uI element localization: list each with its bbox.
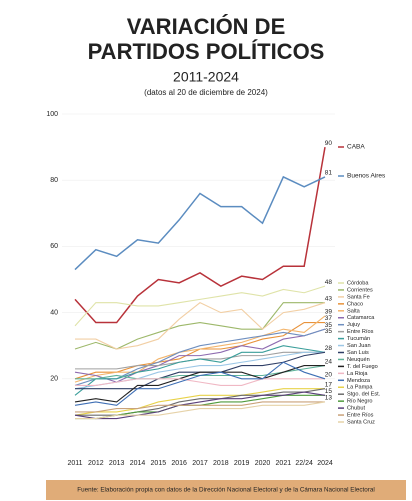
source: Fuente: Elaboración propia con datos de … [77, 487, 375, 494]
line [74, 285, 326, 327]
x-tick-label: 2017 [192, 460, 208, 467]
legend-label: Córdoba [347, 280, 369, 286]
legend-label: CABA [347, 144, 365, 151]
legend-label: T. del Fuego [347, 364, 378, 370]
legend-label: Chaco [347, 301, 363, 307]
line [74, 146, 326, 324]
legend-label: La Rioja [347, 371, 368, 377]
legend-label: Buenos Aires [347, 173, 386, 180]
y-tick-label: 80 [50, 177, 58, 184]
end-label: 39 [325, 309, 333, 316]
legend-label: Santa Cruz [347, 419, 375, 425]
line [74, 365, 325, 403]
legend-label: Stgo. del Est. [347, 392, 381, 398]
line [74, 361, 326, 406]
legend-label: Chubut [347, 406, 365, 412]
x-tick-label: 2019 [234, 460, 250, 467]
legend-label: Santa Fe [347, 294, 370, 300]
x-tick-label: 2021 [276, 460, 292, 467]
legend-label: Corrientes [347, 287, 373, 293]
line [75, 378, 325, 386]
chart-note: (datos al 20 de diciembre de 2024) [144, 88, 268, 97]
x-tick-label: 2015 [151, 460, 167, 467]
source-bar [46, 480, 406, 500]
y-tick-label: 40 [50, 309, 58, 316]
line [74, 388, 325, 416]
end-label: 24 [325, 358, 333, 365]
legend-label: Salta [347, 308, 361, 314]
x-tick-label: 2016 [171, 460, 187, 467]
legend-label: Jujuy [347, 322, 360, 328]
y-tick-label: 20 [50, 376, 58, 383]
x-tick-label: 2012 [88, 460, 104, 467]
end-label: 20 [325, 372, 333, 379]
end-label: 13 [325, 395, 333, 402]
legend-label: Río Negro [347, 399, 373, 405]
chart-title: VARIACIÓN DE [127, 14, 286, 39]
x-tick-label: 2024 [317, 460, 333, 467]
legend-label: Entre Ríos [347, 413, 374, 419]
y-tick-label: 60 [50, 243, 58, 250]
x-tick-label: 2013 [109, 460, 125, 467]
line [74, 175, 326, 271]
end-label: 43 [325, 295, 333, 302]
x-tick-label: 22/24 [295, 460, 313, 467]
legend-label: Entre Ríos [347, 329, 374, 335]
x-tick-label: 2018 [213, 460, 229, 467]
y-tick-label: 100 [46, 111, 58, 118]
legend-label: Catamarca [347, 315, 375, 321]
line [74, 328, 326, 386]
end-label: 90 [325, 140, 333, 147]
end-label: 28 [325, 345, 333, 352]
chart-subtitle: 2011-2024 [173, 69, 239, 85]
legend-label: Neuquén [347, 357, 370, 363]
legend-label: Tucumán [347, 336, 370, 342]
legend-label: San Juan [347, 343, 371, 349]
end-label: 35 [325, 322, 333, 329]
end-label: 48 [325, 279, 333, 286]
end-label: 37 [325, 315, 333, 322]
line [75, 401, 325, 413]
end-label: 35 [325, 328, 333, 335]
line [74, 345, 326, 396]
line [74, 315, 326, 383]
legend-label: Mendoza [347, 378, 371, 384]
legend-label: La Pampa [347, 385, 373, 391]
legend-label: San Luis [347, 350, 369, 356]
line [74, 302, 325, 350]
chart-title: PARTIDOS POLÍTICOS [88, 39, 325, 64]
end-label: 81 [325, 170, 333, 177]
x-tick-label: 2014 [130, 460, 146, 467]
x-tick-label: 2011 [67, 460, 82, 467]
line [75, 302, 326, 350]
line [74, 391, 326, 420]
end-label: 15 [325, 388, 333, 395]
line [75, 401, 326, 420]
line [74, 328, 326, 383]
end-label: 17 [325, 381, 333, 388]
x-tick-label: 2020 [255, 460, 271, 467]
